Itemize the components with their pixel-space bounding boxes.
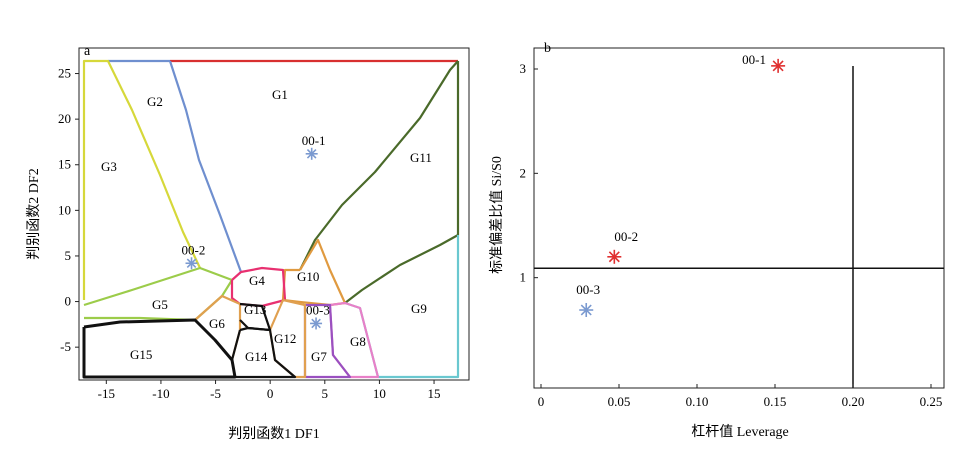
y-tick-label: 10 <box>58 202 71 217</box>
panel-a-point-label: 00-3 <box>306 302 330 317</box>
x-tick-label: 0 <box>538 394 545 409</box>
panel-b-point-00-3 <box>579 303 594 318</box>
g5-upper-boundary <box>83 266 233 307</box>
panel-a-point-00-2 <box>185 257 198 270</box>
panel-a-point-00-3-stroke <box>311 318 321 329</box>
panel-b-y-axis-label: 标准偏差比值 Si/S0 <box>489 156 505 274</box>
panel-b-point-label: 00-1 <box>742 52 766 67</box>
g11-right-boundary <box>344 61 460 304</box>
region-label-g7: G7 <box>311 349 327 364</box>
panel-a-letter: a <box>84 44 91 59</box>
y-tick-label: -5 <box>60 339 71 354</box>
panel-a-point-00-1-stroke <box>306 148 317 159</box>
panel-b-point-00-1-stroke <box>772 60 784 72</box>
x-tick-label: 0 <box>267 386 274 401</box>
panel-b-plot-frame <box>533 47 945 389</box>
region-label-g8: G8 <box>350 334 366 349</box>
panel-b-point-00-3-stroke <box>580 304 592 316</box>
region-label-g9: G9 <box>411 301 427 316</box>
panel-b-ticks: 0 0.05 0.10 0.15 0.20 0.25 1 2 3 <box>520 61 943 409</box>
region-label-g14: G14 <box>245 349 268 364</box>
panel-a-plot-frame <box>78 47 470 381</box>
y-tick-label: 20 <box>58 111 71 126</box>
y-tick-label: 5 <box>65 248 72 263</box>
region-label-g3: G3 <box>101 159 117 174</box>
panel-a-x-axis-label: 判别函数1 DF1 <box>228 426 319 442</box>
panel-a-point-00-3 <box>310 317 323 330</box>
panel-b-point-label: 00-3 <box>576 282 600 297</box>
y-tick-label: 2 <box>520 165 527 180</box>
panel-b-points: 00-1 00-2 00-3 <box>576 52 786 318</box>
x-tick-label: 0.25 <box>920 394 943 409</box>
panel-a-points: 00-1 00-2 00-3 <box>182 133 330 330</box>
y-tick-label: 1 <box>520 270 527 285</box>
panel-a-ticks: -15 -10 -5 0 5 10 15 -5 0 5 10 15 20 25 <box>58 66 441 401</box>
panel-a-y-axis-label: 判别函数2 DF2 <box>26 168 42 259</box>
x-tick-label: -15 <box>98 386 115 401</box>
x-tick-label: 0.15 <box>764 394 787 409</box>
x-tick-label: 0.20 <box>842 394 865 409</box>
region-label-g2: G2 <box>147 94 163 109</box>
g3-g2-boundary <box>107 60 201 269</box>
x-tick-label: 0.10 <box>686 394 709 409</box>
panel-b-point-00-2-stroke <box>608 251 620 263</box>
region-label-g15: G15 <box>130 347 152 362</box>
g3-left-boundary <box>82 59 110 300</box>
g15-boundary <box>82 318 237 379</box>
panel-a: a -15 -10 -5 0 5 10 15 -5 0 5 10 15 20 25 <box>26 44 470 442</box>
panel-b-point-label: 00-2 <box>614 229 638 244</box>
x-tick-label: -10 <box>152 386 169 401</box>
region-label-g10: G10 <box>297 269 319 284</box>
g11-boundary <box>299 60 459 271</box>
panel-b-point-00-1 <box>771 58 786 73</box>
y-tick-label: 0 <box>65 294 72 309</box>
region-label-g4: G4 <box>249 273 265 288</box>
y-tick-label: 3 <box>520 61 527 76</box>
panel-a-point-label: 00-1 <box>302 133 326 148</box>
g2-g1-boundary <box>168 60 243 273</box>
g9-boundary <box>344 235 460 379</box>
x-tick-label: 15 <box>428 386 441 401</box>
region-label-g5: G5 <box>152 297 168 312</box>
y-tick-label: 15 <box>58 157 71 172</box>
region-label-g6: G6 <box>209 316 225 331</box>
panel-a-point-00-2-stroke <box>186 258 197 269</box>
panel-a-point-00-1 <box>305 147 318 160</box>
x-tick-label: -5 <box>210 386 221 401</box>
panel-b-x-axis-label: 杠杆值 Leverage <box>691 424 789 440</box>
x-tick-label: 10 <box>373 386 386 401</box>
panel-a-point-label: 00-2 <box>182 242 206 257</box>
y-tick-label: 25 <box>58 66 71 81</box>
region-label-g11: G11 <box>410 150 432 165</box>
region-label-g13: G13 <box>244 302 266 317</box>
region-label-g1: G1 <box>272 87 288 102</box>
region-label-g12: G12 <box>274 331 296 346</box>
panel-b-letter: b <box>544 41 551 56</box>
x-tick-label: 5 <box>322 386 329 401</box>
panel-b-point-00-2 <box>607 249 622 264</box>
x-tick-label: 0.05 <box>608 394 631 409</box>
